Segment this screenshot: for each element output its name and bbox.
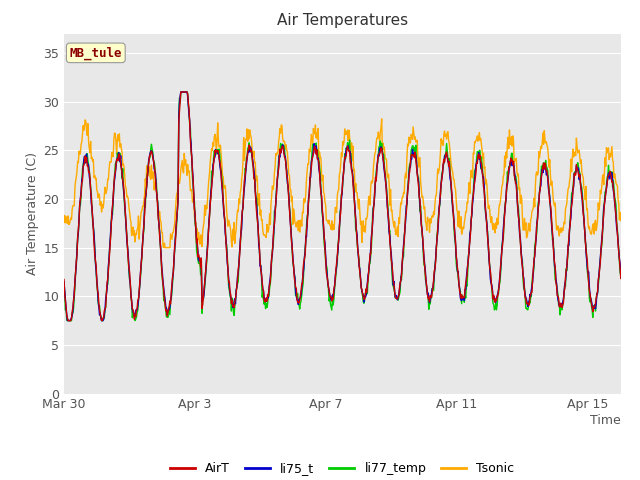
Title: Air Temperatures: Air Temperatures (277, 13, 408, 28)
X-axis label: Time: Time (590, 414, 621, 427)
Legend: AirT, li75_t, li77_temp, Tsonic: AirT, li75_t, li77_temp, Tsonic (165, 457, 520, 480)
Text: MB_tule: MB_tule (70, 46, 122, 60)
Y-axis label: Air Temperature (C): Air Temperature (C) (26, 152, 39, 275)
